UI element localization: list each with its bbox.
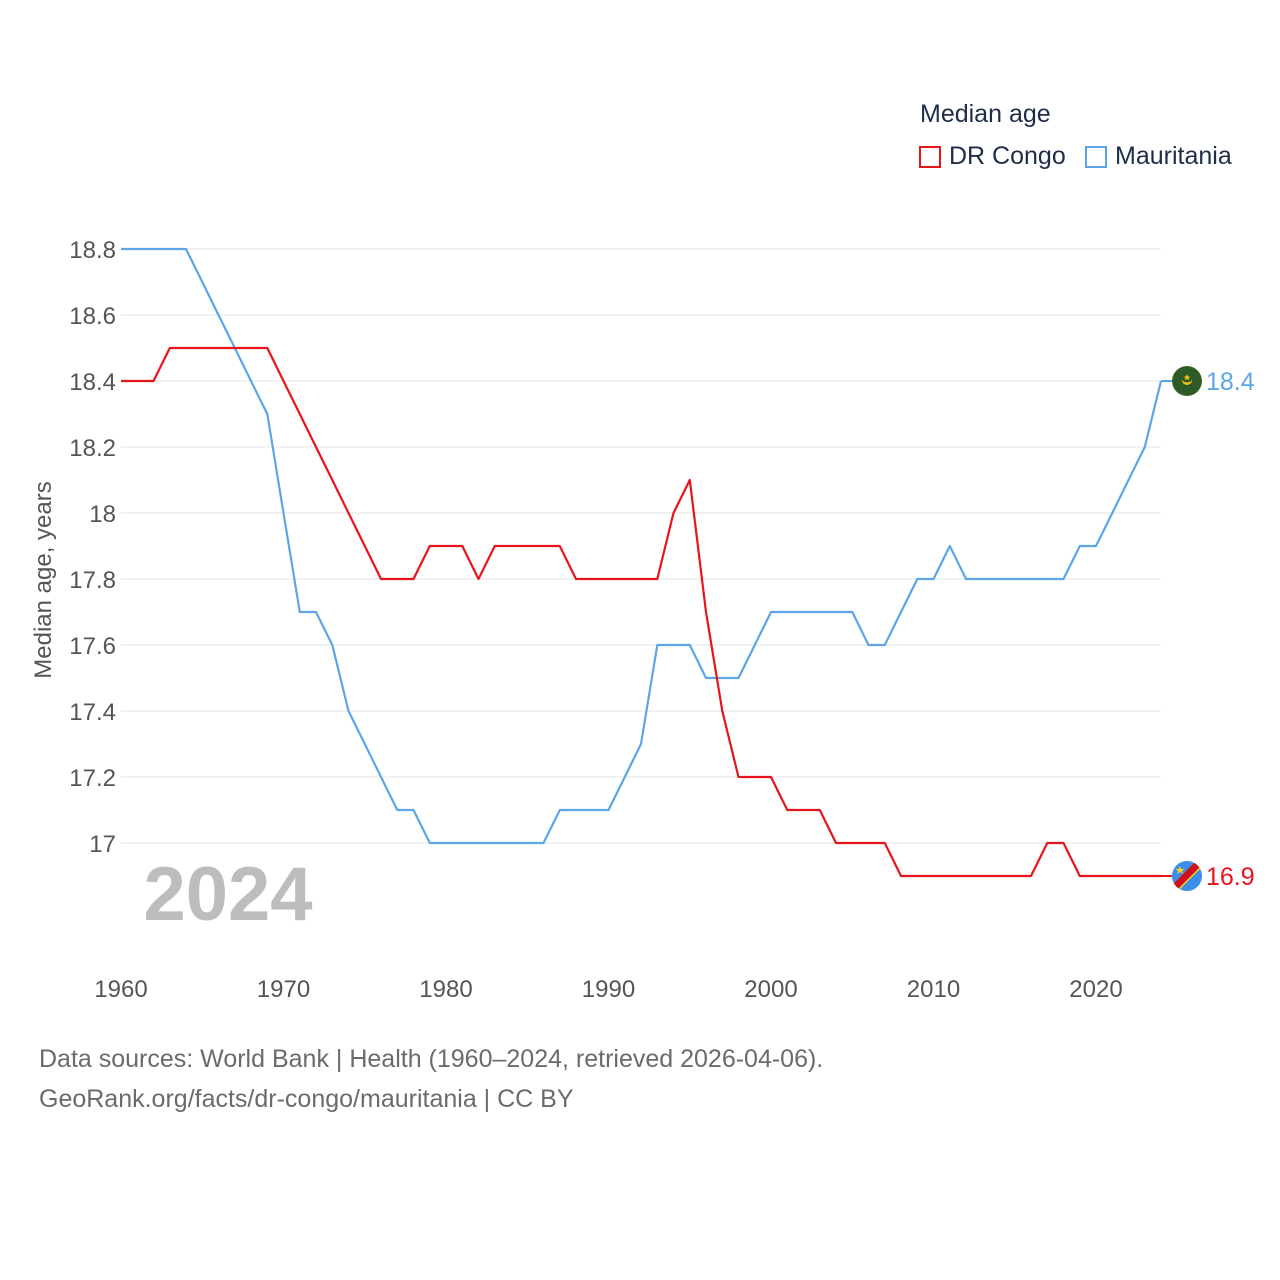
mauritania-flag-icon — [1172, 366, 1202, 396]
x-tick-label: 2020 — [1069, 976, 1122, 1003]
dr-congo-flag-icon — [1172, 861, 1202, 891]
legend-label-mauritania: Mauritania — [1115, 142, 1232, 170]
grid-lines — [121, 248, 1161, 844]
source-line-1: Data sources: World Bank | Health (1960–… — [39, 1045, 824, 1073]
legend-swatch-dr-congo — [919, 145, 941, 168]
year-watermark: 2024 — [143, 852, 312, 937]
y-axis-label: Median age, years — [30, 481, 57, 678]
legend-item-mauritania[interactable]: Mauritania — [1085, 142, 1232, 171]
end-value-label-mauritania: 18.4 — [1206, 368, 1255, 396]
legend-label-dr-congo: DR Congo — [949, 142, 1066, 170]
x-tick-label: 2010 — [907, 976, 960, 1003]
y-tick-label: 18.4 — [69, 369, 116, 396]
legend-title: Median age — [920, 100, 1051, 128]
x-tick-label: 1970 — [257, 976, 310, 1003]
end-markers — [1172, 366, 1202, 891]
x-axis-ticks: 1960 1970 1980 1990 2000 2010 2020 — [94, 976, 1122, 1003]
y-axis-ticks: 17 17.2 17.4 17.6 17.8 18 18.2 18.4 18.6 18.8 — [69, 237, 116, 858]
y-tick-label: 18 — [89, 501, 116, 528]
y-tick-label: 17.8 — [69, 567, 116, 594]
end-labels: 18.4 16.9 — [1206, 368, 1255, 891]
series-lines — [121, 247, 1172, 878]
y-tick-label: 18.6 — [69, 303, 116, 330]
x-tick-label: 1980 — [419, 976, 472, 1003]
y-tick-label: 17.2 — [69, 765, 116, 792]
y-tick-label: 18.8 — [69, 237, 116, 264]
series-line-mauritania — [121, 247, 1163, 845]
y-tick-label: 17.4 — [69, 699, 116, 726]
end-value-label-dr-congo: 16.9 — [1206, 863, 1255, 891]
x-tick-label: 2000 — [744, 976, 797, 1003]
y-tick-label: 18.2 — [69, 435, 116, 462]
legend-item-dr-congo[interactable]: DR Congo — [919, 142, 1066, 171]
series-line-dr-congo — [121, 346, 1161, 878]
y-tick-label: 17.6 — [69, 633, 116, 660]
x-tick-label: 1990 — [582, 976, 635, 1003]
source-line-2: GeoRank.org/facts/dr-congo/mauritania | … — [39, 1085, 574, 1113]
legend-swatch-mauritania — [1085, 145, 1107, 168]
y-tick-label: 17 — [89, 831, 116, 858]
x-tick-label: 1960 — [94, 976, 147, 1003]
